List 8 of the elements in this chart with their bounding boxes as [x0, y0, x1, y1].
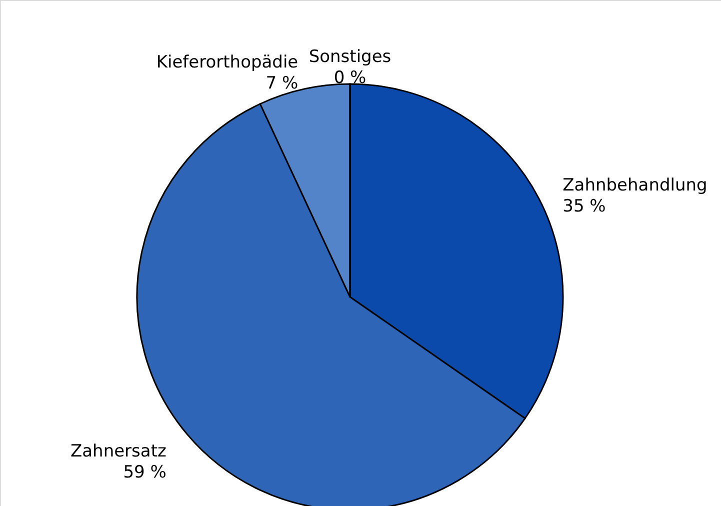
data-label: 59 % — [123, 462, 166, 483]
slice-label: Zahnersatz — [70, 442, 166, 462]
data-label: 35 % — [562, 196, 606, 217]
category-label: Sonstiges — [308, 47, 392, 67]
slice-label: Zahnbehandlung — [562, 176, 708, 196]
data-label: 7 % — [266, 74, 298, 94]
slice-label: Kieferorthopädie — [156, 52, 298, 73]
text: 0 % — [334, 68, 366, 88]
